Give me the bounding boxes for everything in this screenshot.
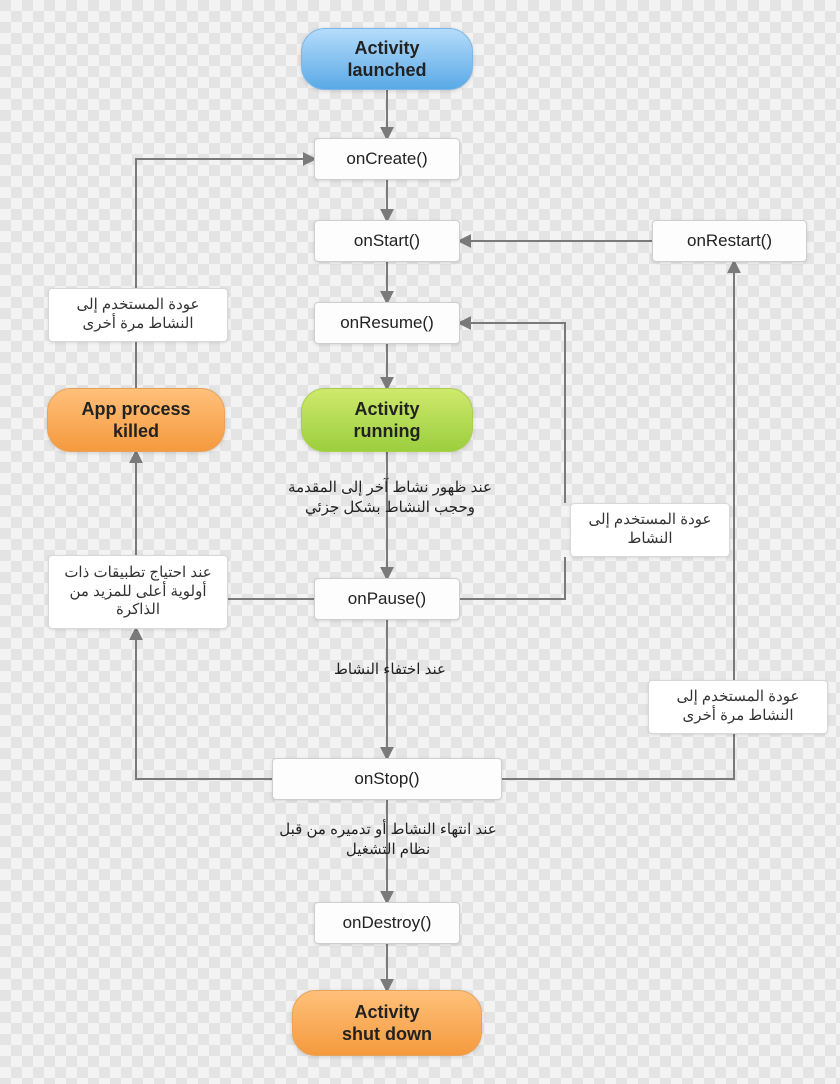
edge-onStop-right <box>502 734 734 779</box>
node-onStart: onStart() <box>314 220 460 262</box>
annot-a_destroy: عند انتهاء النشاط أو تدميره من قبل نظام … <box>258 820 518 861</box>
edge-onPause-right <box>460 557 565 599</box>
annot-a_hidden: عند اختفاء النشاط <box>300 660 480 680</box>
annot-a_partial: عند ظهور نشاط آخر إلى المقدمة وحجب النشا… <box>270 478 510 519</box>
annot-a_return_again2: عودة المستخدم إلى النشاط مرة أخرى <box>648 680 828 734</box>
edge-onStop-left <box>136 629 272 779</box>
node-onResume: onResume() <box>314 302 460 344</box>
node-shutdown: Activity shut down <box>292 990 482 1056</box>
node-onDestroy: onDestroy() <box>314 902 460 944</box>
node-onStop: onStop() <box>272 758 502 800</box>
annot-a_return_again: عودة المستخدم إلى النشاط مرة أخرى <box>48 288 228 342</box>
node-running: Activity running <box>301 388 473 452</box>
node-onCreate: onCreate() <box>314 138 460 180</box>
node-launched: Activity launched <box>301 28 473 90</box>
node-killed: App process killed <box>47 388 225 452</box>
annot-a_return: عودة المستخدم إلى النشاط <box>570 503 730 557</box>
node-onPause: onPause() <box>314 578 460 620</box>
annot-a_need_mem: عند احتياج تطبيقات ذات أولوية أعلى للمزي… <box>48 555 228 629</box>
edge-killed-create <box>136 159 314 288</box>
node-onRestart: onRestart() <box>652 220 807 262</box>
edge-ret-resume <box>460 323 565 503</box>
lifecycle-diagram: Activity launched onCreate() onStart() onRe… <box>0 0 840 1084</box>
